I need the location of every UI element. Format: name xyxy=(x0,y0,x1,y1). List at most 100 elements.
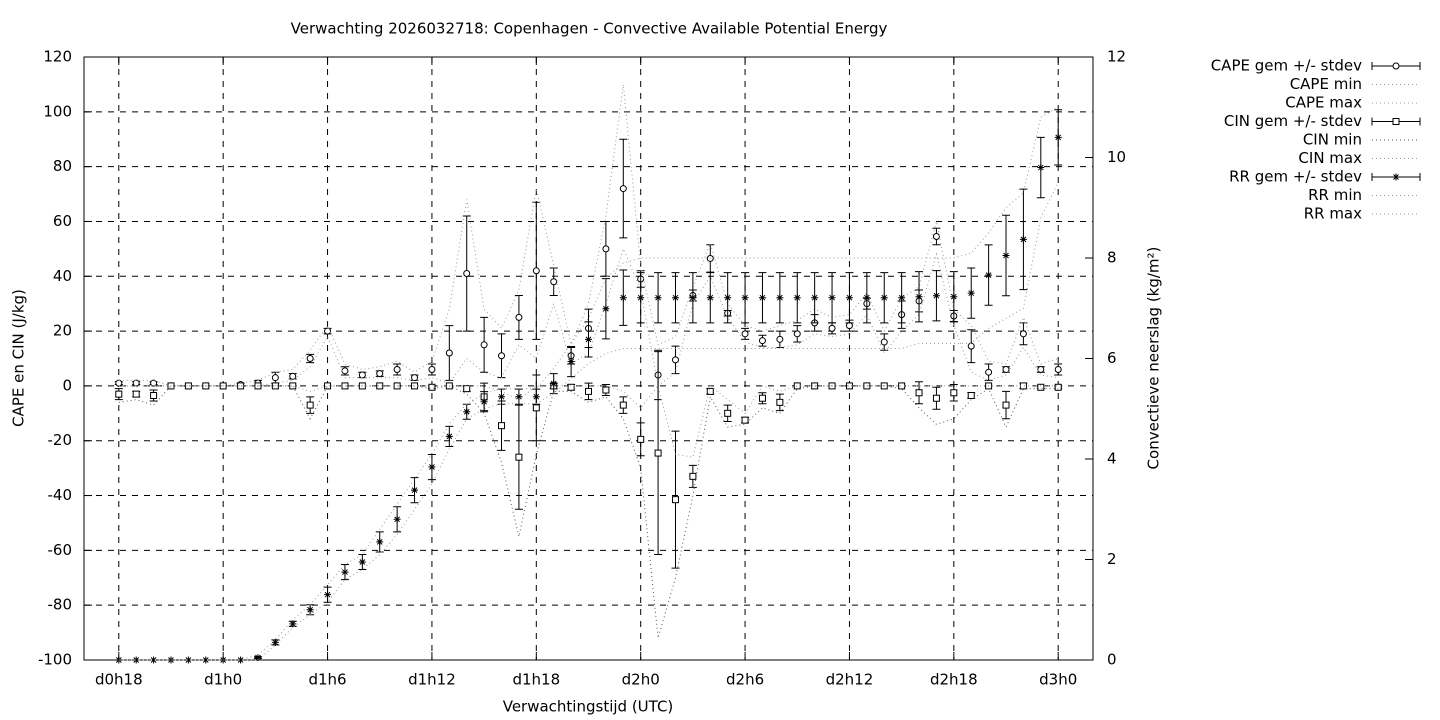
data-point xyxy=(184,382,192,390)
data-point xyxy=(237,382,245,390)
data-point xyxy=(793,330,801,338)
data-point xyxy=(898,294,906,302)
data-point xyxy=(376,538,384,546)
data-point xyxy=(585,335,592,343)
legend-marker xyxy=(1392,173,1400,181)
legend-label: CAPE max xyxy=(1285,94,1362,112)
legend-label: CIN max xyxy=(1298,149,1362,167)
data-point xyxy=(845,294,853,302)
data-point xyxy=(341,367,349,375)
data-point xyxy=(376,370,384,378)
data-point xyxy=(932,394,940,402)
data-point xyxy=(324,591,332,599)
data-point xyxy=(376,382,384,390)
data-point xyxy=(637,435,645,443)
data-point xyxy=(532,404,540,412)
y-tick-label: 60 xyxy=(53,212,72,230)
data-point xyxy=(428,383,436,391)
data-point xyxy=(411,486,419,494)
data-point xyxy=(585,387,592,395)
data-point xyxy=(1002,401,1010,409)
data-point xyxy=(289,620,297,628)
data-point xyxy=(602,386,610,394)
x-tick-label: d1h6 xyxy=(308,671,346,689)
data-point xyxy=(1019,382,1027,390)
y-tick-label: -60 xyxy=(48,541,73,559)
data-point xyxy=(758,337,766,345)
data-point xyxy=(1054,383,1062,391)
legend-label: RR max xyxy=(1304,205,1362,223)
legend-marker xyxy=(1392,118,1400,125)
data-point xyxy=(515,313,523,321)
data-point xyxy=(254,653,262,661)
data-point xyxy=(550,278,558,286)
data-point xyxy=(932,292,940,300)
data-point xyxy=(358,371,366,379)
y2-axis-label: Convectieve neerslag (kg/m²) xyxy=(1145,247,1163,470)
data-point xyxy=(532,267,540,275)
data-point xyxy=(654,294,662,302)
data-point xyxy=(845,322,853,330)
data-point xyxy=(967,289,975,297)
data-point xyxy=(463,270,471,278)
data-point xyxy=(132,390,140,398)
data-point xyxy=(411,374,419,382)
data-point xyxy=(985,271,993,279)
y-tick-label: -80 xyxy=(48,596,73,614)
data-point xyxy=(289,372,297,380)
y2-tick-label: 8 xyxy=(1107,249,1117,267)
data-point xyxy=(1002,251,1010,259)
y-axis-label: CAPE en CIN (J/kg) xyxy=(10,289,28,427)
x-tick-label: d0h18 xyxy=(95,671,143,689)
data-point xyxy=(1019,330,1027,338)
data-point xyxy=(689,472,697,480)
y-tick-label: -20 xyxy=(48,431,73,449)
data-point xyxy=(706,294,714,302)
data-point xyxy=(619,294,627,302)
y-tick-label: -100 xyxy=(38,651,72,669)
data-point xyxy=(602,245,610,253)
data-point xyxy=(985,368,993,376)
data-point xyxy=(1054,133,1062,141)
y-tick-label: 80 xyxy=(53,157,72,175)
data-point xyxy=(445,349,453,357)
data-point xyxy=(671,294,679,302)
data-point xyxy=(932,233,940,241)
legend-label: CIN gem +/- stdev xyxy=(1224,112,1362,130)
legend-label: RR min xyxy=(1308,186,1362,204)
data-point xyxy=(863,294,871,302)
data-point xyxy=(880,294,888,302)
data-point xyxy=(115,656,123,664)
data-point xyxy=(532,393,540,401)
data-point xyxy=(115,379,123,387)
data-point xyxy=(480,341,488,349)
data-point xyxy=(741,416,749,424)
data-point xyxy=(463,408,471,416)
data-point xyxy=(150,379,158,387)
data-point xyxy=(741,294,749,302)
data-point xyxy=(271,374,279,382)
data-point xyxy=(1037,164,1045,172)
data-point xyxy=(776,335,784,343)
data-point xyxy=(793,294,801,302)
legend-label: CIN min xyxy=(1303,131,1362,149)
legend-label: CAPE gem +/- stdev xyxy=(1211,57,1362,75)
data-point xyxy=(619,401,627,409)
data-point xyxy=(498,352,506,360)
x-tick-label: d1h0 xyxy=(204,671,242,689)
data-point xyxy=(515,393,523,401)
data-point xyxy=(324,327,332,335)
chart-title: Verwachting 2026032718: Copenhagen - Con… xyxy=(291,20,888,38)
data-point xyxy=(393,515,401,523)
data-point xyxy=(915,389,923,397)
data-point xyxy=(498,393,506,401)
data-point xyxy=(550,380,558,388)
data-point xyxy=(515,453,523,461)
data-point xyxy=(619,185,627,193)
data-point xyxy=(150,392,158,400)
data-point xyxy=(567,358,575,366)
data-point xyxy=(1054,365,1062,373)
data-point xyxy=(1002,365,1010,373)
data-point xyxy=(671,496,679,504)
